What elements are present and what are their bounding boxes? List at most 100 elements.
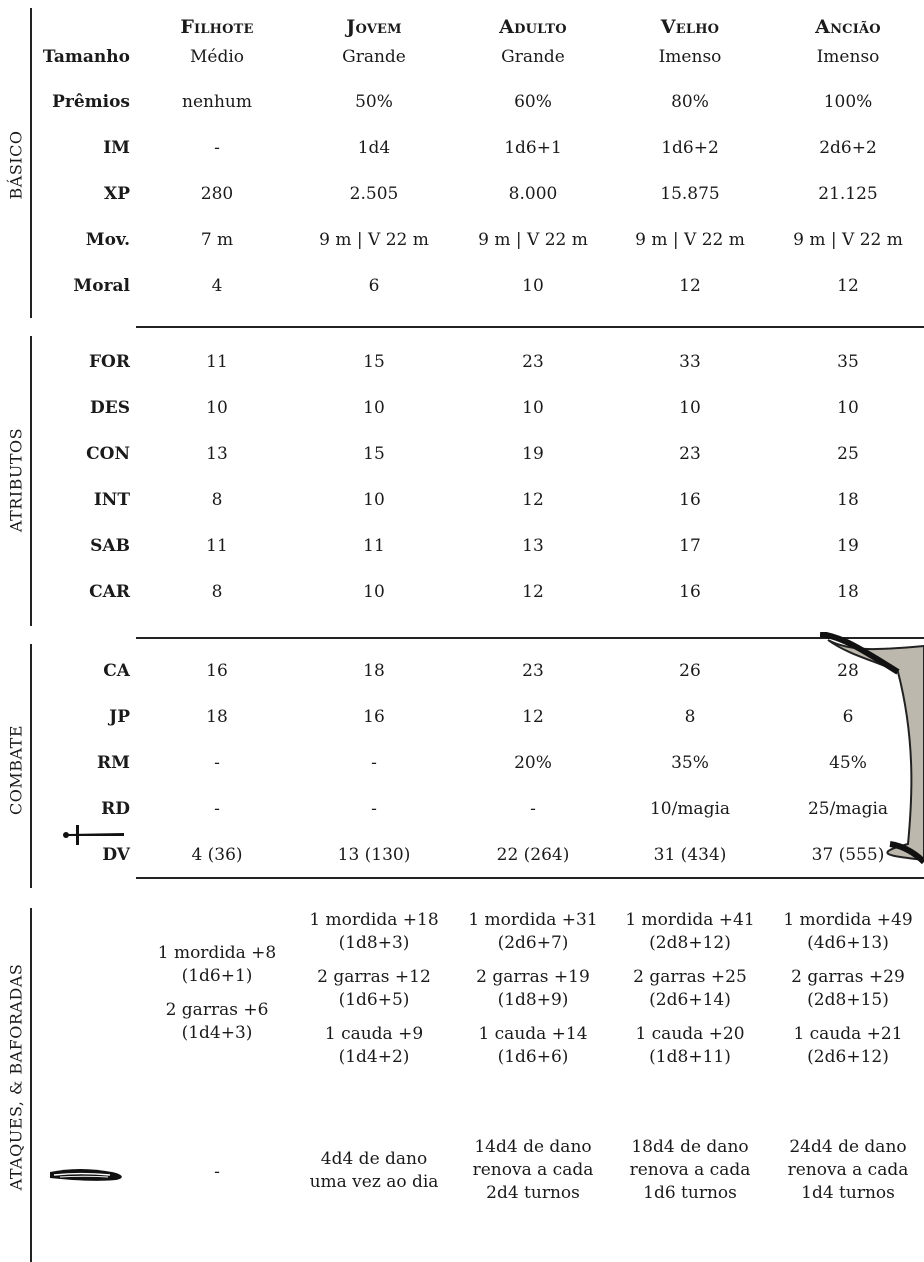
- table-cell: 10: [679, 398, 701, 418]
- breath-line: renova a cada: [629, 1160, 751, 1180]
- table-cell: 9 m | V 22 m: [635, 230, 745, 250]
- table-cell: 18: [837, 490, 859, 510]
- attack-line: (2d8+12): [649, 933, 731, 953]
- attack-line: 1 cauda +21: [793, 1024, 903, 1044]
- sword-icon: [63, 825, 124, 845]
- table-cell: 26: [679, 661, 701, 681]
- section-rule-basico: [30, 8, 32, 318]
- table-cell: 10: [206, 398, 228, 418]
- table-cell: 1d6+1: [504, 138, 562, 158]
- table-cell: 18: [206, 707, 228, 727]
- row-label: Mov.: [85, 230, 130, 250]
- table-cell: 16: [363, 707, 385, 727]
- attack-line: [295, 955, 453, 966]
- table-cell: 12: [522, 582, 544, 602]
- row-label: INT: [93, 490, 130, 510]
- row-label: Moral: [73, 276, 130, 296]
- breath-line: 1d6 turnos: [643, 1183, 737, 1203]
- table-cell: 16: [206, 661, 228, 681]
- breath-cell: 4d4 de dano uma vez ao dia: [295, 1148, 453, 1194]
- row-label: SAB: [90, 536, 130, 556]
- table-cell: 280: [200, 184, 234, 204]
- attack-line: [769, 1012, 924, 1023]
- section-label-ataques: Ataques, & Baforadas: [6, 963, 26, 1191]
- table-cell: 9 m | V 22 m: [319, 230, 429, 250]
- row-label: DV: [102, 845, 130, 865]
- column-header-4: Ancião: [815, 16, 881, 38]
- breath-line: 14d4 de dano: [474, 1137, 592, 1157]
- table-cell: 16: [679, 582, 701, 602]
- row-label: DES: [90, 398, 130, 418]
- breath-cell: 14d4 de dano renova a cada 2d4 turnos: [454, 1136, 612, 1205]
- attack-line: 1 mordida +31: [468, 910, 598, 930]
- attack-cell: 1 mordida +31 (2d6+7) 2 garras +19 (1d8+9) 1…: [454, 909, 612, 1069]
- attack-line: [611, 1012, 769, 1023]
- table-cell: 100%: [823, 92, 873, 112]
- table-cell: -: [371, 799, 377, 819]
- table-cell: 60%: [514, 92, 552, 112]
- table-cell: 12: [679, 276, 701, 296]
- table-cell: 10: [363, 582, 385, 602]
- attack-line: (1d8+3): [338, 933, 410, 953]
- table-cell: Imenso: [816, 47, 880, 67]
- attack-line: (4d6+13): [807, 933, 889, 953]
- table-cell: 8: [684, 707, 696, 727]
- table-cell: 2.505: [349, 184, 399, 204]
- table-cell: 19: [522, 444, 544, 464]
- table-cell: 16: [679, 490, 701, 510]
- attack-line: [769, 955, 924, 966]
- table-cell: Médio: [189, 47, 245, 67]
- table-cell: 80%: [671, 92, 709, 112]
- table-cell: Grande: [342, 47, 406, 67]
- breath-cell: 24d4 de dano renova a cada 1d4 turnos: [769, 1136, 924, 1205]
- breath-line: uma vez ao dia: [309, 1172, 439, 1192]
- table-cell: 17: [679, 536, 701, 556]
- table-cell: 6: [368, 276, 380, 296]
- table-cell: 35%: [671, 753, 709, 773]
- table-cell: 35: [837, 352, 859, 372]
- attack-line: 2 garras +19: [476, 967, 590, 987]
- table-cell: 8: [211, 582, 223, 602]
- attack-line: (2d6+12): [807, 1047, 889, 1067]
- attack-line: 1 mordida +18: [309, 910, 439, 930]
- row-label: IM: [103, 138, 130, 158]
- breath-line: 4d4 de dano: [320, 1149, 428, 1169]
- table-cell: Grande: [501, 47, 565, 67]
- table-cell: 50%: [355, 92, 393, 112]
- table-cell: 7 m: [200, 230, 234, 250]
- attack-cell: 1 mordida +8 (1d6+1) 2 garras +6 (1d4+3): [138, 942, 296, 1045]
- table-cell: 9 m | V 22 m: [793, 230, 903, 250]
- column-header-2: Adulto: [499, 16, 567, 38]
- row-label: Prêmios: [52, 92, 130, 112]
- section-label-atributos: Atributos: [6, 427, 26, 533]
- table-cell: 10: [363, 398, 385, 418]
- row-label: CAR: [89, 582, 130, 602]
- table-cell: 11: [363, 536, 385, 556]
- table-cell: 1d6+2: [661, 138, 719, 158]
- table-cell: 10: [522, 276, 544, 296]
- table-cell: 31 (434): [653, 845, 727, 865]
- table-cell: 18: [837, 582, 859, 602]
- breath-line: renova a cada: [472, 1160, 594, 1180]
- attack-line: 2 garras +12: [317, 967, 431, 987]
- section-label-combate: Combate: [6, 724, 26, 816]
- table-cell: -: [214, 799, 220, 819]
- breath-line: renova a cada: [787, 1160, 909, 1180]
- table-cell: 25/magia: [807, 799, 889, 819]
- row-label: Tamanho: [42, 47, 130, 67]
- table-cell: 4 (36): [191, 845, 243, 865]
- row-label: CON: [86, 444, 130, 464]
- attack-line: [611, 955, 769, 966]
- table-cell: 23: [679, 444, 701, 464]
- table-cell: 13: [522, 536, 544, 556]
- section-rule-atributos: [30, 336, 32, 626]
- section-rule-combate: [30, 644, 32, 888]
- breath-line: 24d4 de dano: [789, 1137, 907, 1157]
- attack-line: [295, 1012, 453, 1023]
- table-cell: 10: [363, 490, 385, 510]
- table-cell: 10: [837, 398, 859, 418]
- attack-line: [454, 1012, 612, 1023]
- row-label: RD: [101, 799, 130, 819]
- attack-line: [454, 955, 612, 966]
- attack-line: (1d6+1): [181, 966, 253, 986]
